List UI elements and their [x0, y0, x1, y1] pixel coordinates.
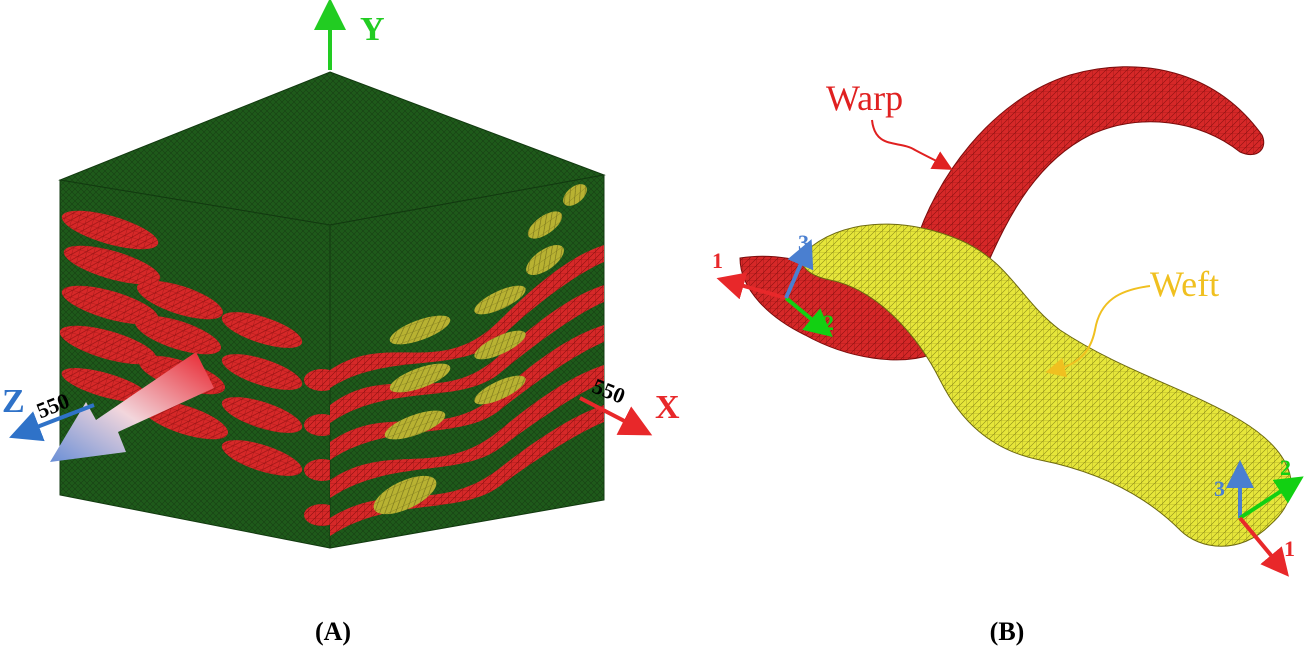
axis-2-arrow-right: [1238, 476, 1304, 520]
axis-2-arrow-left: [784, 296, 833, 337]
axis-2-label-left: 2: [823, 310, 834, 335]
warp-yarn-upper: [914, 66, 1265, 271]
panel-b: Warp Weft 1 2 3 3 2 1 (B): [712, 66, 1304, 646]
panel-b-caption: (B): [990, 617, 1025, 646]
x-axis-arrow: [579, 396, 653, 436]
panel-a: Y 550 X Z 550 (A): [2, 0, 680, 646]
warp-leader: [871, 119, 953, 170]
z-axis-label: Z: [2, 383, 25, 420]
axis-1-label-right: 1: [1284, 536, 1295, 561]
local-axes-right: 3 2 1: [1214, 455, 1304, 577]
y-axis-label: Y: [360, 11, 385, 48]
warp-label: Warp: [826, 78, 903, 118]
axis-2-label-right: 2: [1280, 455, 1291, 480]
z-direction-arrow: [50, 352, 214, 462]
warp-cross-sections: [60, 210, 330, 526]
axis-3-arrow-left: [784, 239, 814, 299]
axis-1-arrow-right: [1238, 516, 1289, 577]
weft-label: Weft: [1150, 264, 1219, 304]
local-axes-left: 1 2 3: [712, 230, 834, 337]
axis-3-label-right: 3: [1214, 476, 1225, 501]
panel-a-caption: (A): [315, 617, 351, 646]
x-axis-label: X: [655, 389, 680, 426]
weft-leader: [1045, 285, 1151, 378]
z-axis-arrow: [9, 403, 95, 442]
axis-1-arrow-left: [716, 272, 787, 300]
axis-1-label-left: 1: [712, 248, 723, 273]
axis-3-label-left: 3: [798, 230, 809, 255]
right-face-yarns: [330, 184, 604, 536]
weft-yarn: [801, 223, 1292, 547]
